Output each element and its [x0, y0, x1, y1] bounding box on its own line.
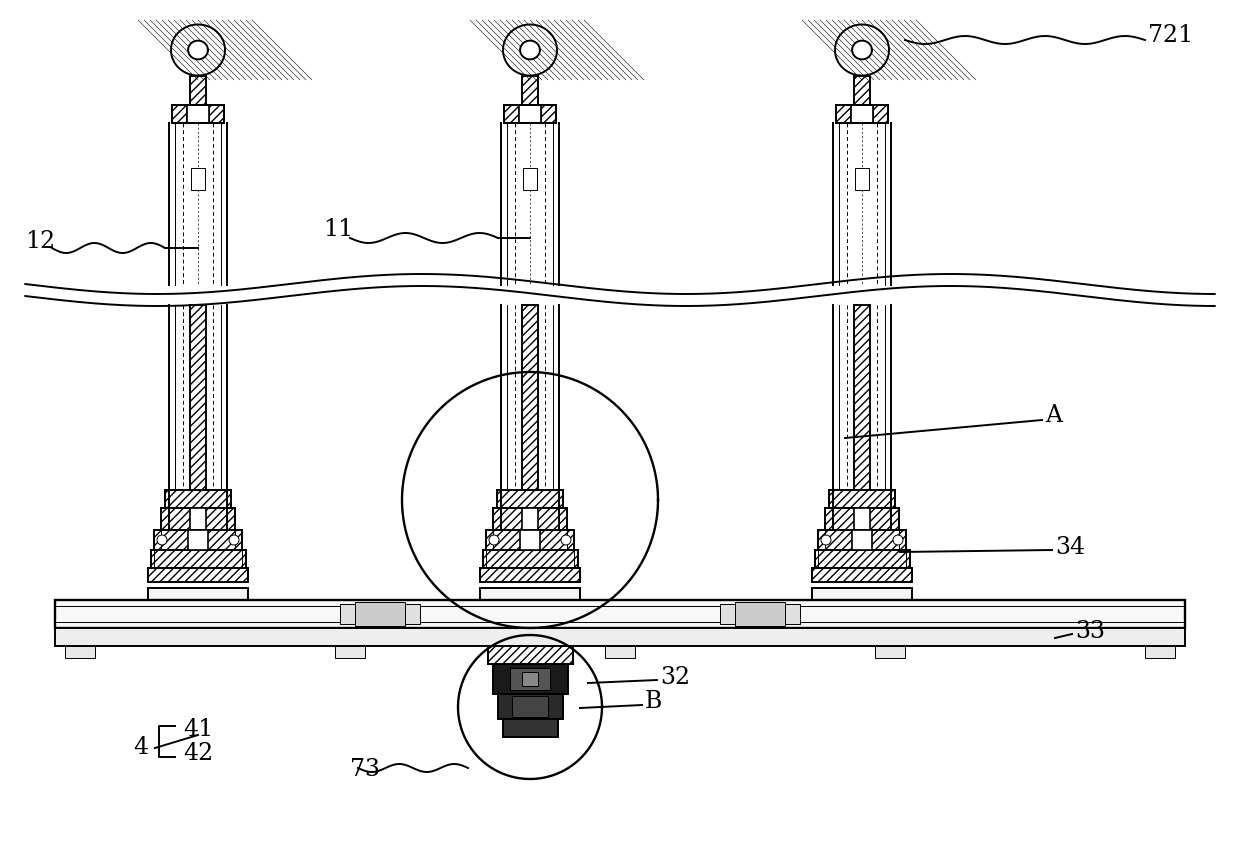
Bar [172, 105, 224, 123]
Bar [172, 105, 187, 123]
Bar [493, 508, 567, 530]
Bar [522, 508, 538, 530]
Circle shape [893, 535, 903, 545]
Bar [836, 105, 888, 123]
Bar [64, 646, 95, 658]
Bar [522, 305, 538, 490]
Bar [519, 105, 541, 123]
Polygon shape [188, 41, 208, 60]
Bar [504, 105, 519, 123]
Text: 721: 721 [1149, 24, 1193, 47]
Text: 41: 41 [183, 718, 213, 741]
Bar [522, 76, 538, 105]
Bar [498, 694, 563, 719]
Bar [55, 628, 1184, 646]
Bar [150, 550, 245, 568]
Bar [836, 105, 851, 123]
Bar [541, 105, 556, 123]
Bar [503, 719, 558, 737]
Bar [735, 602, 786, 626]
Text: A: A [1044, 403, 1062, 426]
Bar [497, 490, 563, 508]
Bar [147, 568, 248, 582]
Bar [188, 530, 208, 550]
Bar [486, 530, 574, 550]
Bar [512, 696, 548, 717]
Bar [852, 530, 872, 550]
Bar [854, 305, 870, 490]
Bar [812, 588, 912, 600]
Bar [482, 550, 577, 568]
Bar [191, 168, 204, 190]
Bar [335, 646, 366, 658]
Bar [825, 508, 900, 530]
Bar [818, 530, 906, 550]
Bar [812, 568, 912, 582]
Bar [479, 568, 580, 582]
Text: 34: 34 [1054, 536, 1085, 559]
Bar [812, 568, 912, 582]
Polygon shape [171, 25, 225, 76]
Bar [209, 105, 224, 123]
Bar [855, 168, 869, 190]
Bar [522, 672, 538, 686]
Circle shape [229, 535, 239, 545]
Polygon shape [852, 41, 872, 60]
Bar [479, 568, 580, 582]
Bar [873, 105, 888, 123]
Bar [851, 105, 873, 123]
Text: 33: 33 [1075, 620, 1105, 643]
Bar [492, 664, 567, 694]
Text: 12: 12 [25, 231, 56, 254]
Text: 4: 4 [133, 736, 149, 759]
Text: B: B [646, 690, 663, 713]
Bar [875, 646, 904, 658]
Bar [854, 76, 870, 105]
Bar [165, 490, 230, 508]
Bar [829, 490, 895, 508]
Bar [356, 602, 405, 626]
Bar [1145, 646, 1175, 658]
Text: 11: 11 [323, 219, 353, 242]
Text: 42: 42 [183, 741, 213, 764]
Bar [510, 668, 550, 690]
Bar [720, 604, 800, 624]
Bar [190, 508, 206, 530]
Circle shape [489, 535, 499, 545]
Bar [520, 530, 540, 550]
Circle shape [561, 535, 571, 545]
Polygon shape [503, 25, 558, 76]
Bar [147, 588, 248, 600]
Bar [479, 588, 580, 600]
Bar [154, 530, 242, 550]
Polygon shape [835, 25, 890, 76]
Polygon shape [520, 41, 540, 60]
Circle shape [821, 535, 831, 545]
Circle shape [157, 535, 167, 545]
Bar [190, 76, 206, 105]
Bar [187, 105, 209, 123]
Bar [523, 168, 536, 190]
Text: 73: 73 [349, 758, 380, 781]
Bar [504, 105, 556, 123]
Bar [190, 305, 206, 490]
Bar [487, 646, 572, 664]
Bar [161, 508, 235, 530]
Bar [55, 600, 1184, 628]
Bar [147, 568, 248, 582]
Bar [854, 508, 870, 530]
Bar [339, 604, 420, 624]
Bar [814, 550, 909, 568]
Text: 32: 32 [660, 666, 690, 689]
Bar [605, 646, 636, 658]
